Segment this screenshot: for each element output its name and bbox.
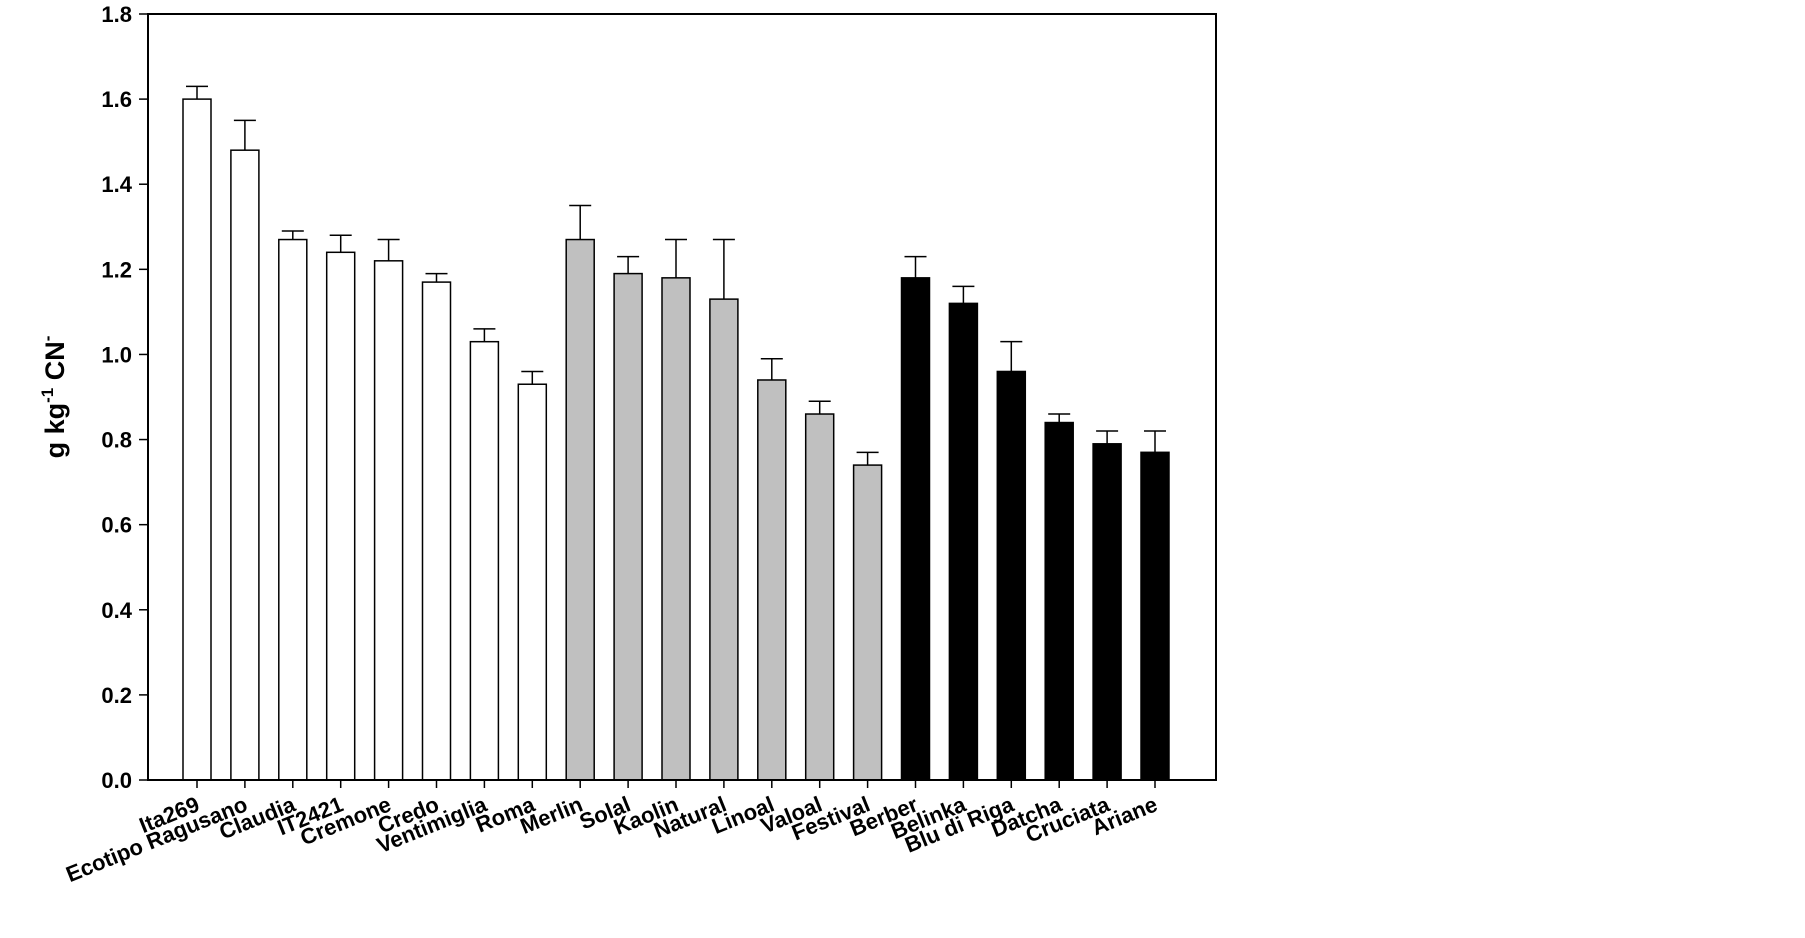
bar — [948, 302, 979, 781]
bar — [182, 98, 212, 781]
y-axis: 0.0 0.2 0.4 0.6 0.8 1.0 1.2 1.4 1.6 1.8 — [101, 2, 148, 793]
y-axis-label-unit: CN — [40, 341, 70, 388]
error-bars-group — [186, 85, 1166, 466]
y-tick-label: 0.2 — [101, 683, 132, 708]
bar — [757, 379, 787, 781]
y-tick-label: 1.4 — [101, 172, 132, 197]
bar — [373, 260, 404, 781]
y-tick-label: 1.8 — [101, 2, 132, 27]
bar — [1044, 421, 1074, 781]
bar — [421, 281, 452, 781]
bar — [996, 370, 1027, 781]
y-tick-label: 0.8 — [101, 428, 132, 453]
bar — [852, 464, 883, 781]
bar — [1092, 443, 1122, 781]
bar — [517, 383, 548, 781]
y-axis-label-sup1: -1 — [38, 388, 57, 403]
bar — [804, 413, 835, 781]
y-tick-label: 0.6 — [101, 513, 132, 538]
y-axis-label-main: g kg — [40, 403, 70, 459]
y-tick-label: 1.2 — [101, 257, 132, 282]
bar — [230, 149, 260, 781]
y-tick-label: 0.0 — [101, 768, 132, 793]
y-axis-label: g kg-1 CN- — [38, 336, 70, 459]
bar — [325, 251, 356, 781]
plot-frame — [147, 13, 1217, 781]
y-axis-label-sup2: - — [38, 336, 57, 342]
bar — [709, 298, 739, 781]
y-tick-label: 1.0 — [101, 342, 132, 367]
bar — [278, 238, 308, 781]
bar — [1140, 451, 1170, 781]
y-tick-label: 1.6 — [101, 87, 132, 112]
bar — [900, 277, 931, 781]
bar — [565, 238, 595, 781]
bar — [469, 340, 500, 781]
bar — [661, 277, 691, 781]
bar — [613, 272, 643, 781]
bars-group — [182, 98, 1170, 781]
y-tick-label: 0.4 — [101, 598, 132, 623]
